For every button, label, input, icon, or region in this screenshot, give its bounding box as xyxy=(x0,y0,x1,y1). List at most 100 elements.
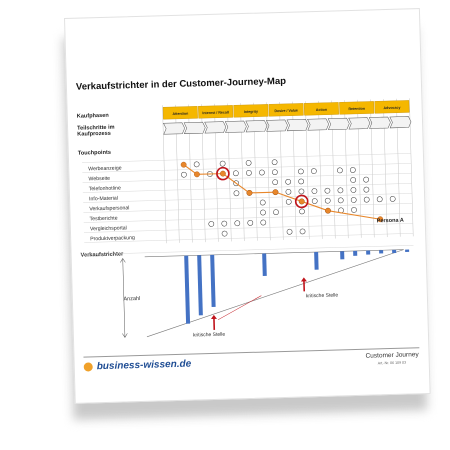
phase-label: Desire / Value xyxy=(274,109,297,114)
touchpoint-dot xyxy=(337,197,344,204)
funnel-bar xyxy=(353,250,358,256)
process-step-chevron xyxy=(163,122,185,135)
persona-touchpoint xyxy=(325,207,331,214)
process-step-chevron xyxy=(348,117,371,130)
funnel-axis-label: Anzahl xyxy=(123,296,140,302)
touchpoint-dot xyxy=(208,221,215,227)
touchpoint-dot xyxy=(260,219,267,226)
process-step-chevron xyxy=(183,121,206,134)
funnel-axis-arrow-icon xyxy=(122,333,128,338)
process-step-chevron xyxy=(368,116,391,129)
touchpoint-dot xyxy=(299,228,306,235)
funnel-bar xyxy=(366,250,371,255)
phase-box xyxy=(233,104,269,118)
touchpoint-dot xyxy=(285,188,292,195)
touchpoint-dot xyxy=(234,220,241,227)
funnel-bar xyxy=(340,251,345,260)
funnel-bar xyxy=(405,249,410,252)
touchpoint-dot xyxy=(350,177,356,183)
touchpoint-dot xyxy=(259,199,266,206)
persona-touchpoint xyxy=(298,198,305,205)
phase-label: Advocacy xyxy=(383,106,400,110)
touchpoint-dot xyxy=(273,209,279,216)
process-step-chevron xyxy=(389,116,412,129)
persona-touchpoint xyxy=(180,161,187,168)
persona-touchpoint xyxy=(220,170,226,177)
phase-label: Action xyxy=(316,108,327,112)
phase-box xyxy=(339,101,375,115)
touchpoint-dot xyxy=(299,208,305,215)
document-page: Verkaufstrichter in der Customer-Journey… xyxy=(64,8,431,404)
process-step-chevron xyxy=(224,120,247,133)
process-step-chevron xyxy=(307,118,330,131)
phase-label: Attention xyxy=(172,112,188,116)
touchpoint-dot xyxy=(271,159,278,166)
persona-touchpoint xyxy=(377,216,384,223)
process-step-chevron xyxy=(327,117,350,130)
touchpoint-dot xyxy=(285,198,292,205)
touchpoint-dot xyxy=(259,169,265,176)
phase-label: Integrity xyxy=(244,110,258,114)
critical-point-label-left: kritische Stelle xyxy=(193,332,226,339)
touchpoint-dot xyxy=(260,209,266,216)
touchpoint-dot xyxy=(298,188,305,195)
grid-line xyxy=(82,163,412,173)
critical-point-marker xyxy=(294,194,309,209)
brand-name: business-wissen.de xyxy=(96,358,192,372)
touchpoint-dot xyxy=(272,169,278,176)
persona-label: Persona A xyxy=(377,218,404,225)
funnel-bar xyxy=(314,251,319,270)
touchpoint-dot xyxy=(298,178,305,185)
touchpoint-dot xyxy=(337,167,343,174)
phase-label: Interest / Recall xyxy=(202,110,229,115)
touchpoint-dot xyxy=(311,168,317,174)
funnel-bottom-edge xyxy=(146,249,404,338)
phase-label: Retention xyxy=(348,107,365,111)
process-step-chevron xyxy=(286,119,309,132)
persona-touchpoint xyxy=(246,189,253,196)
persona-touchpoint xyxy=(194,171,200,178)
touchpoint-dot xyxy=(221,220,228,227)
touchpoint-dot xyxy=(285,178,292,185)
touchpoint-dot xyxy=(219,160,226,167)
brand-logo: business-wissen.de xyxy=(83,357,192,374)
grid-line xyxy=(82,173,412,183)
funnel-top-edge xyxy=(144,249,404,258)
touchpoint-dot xyxy=(350,187,357,193)
process-step-chevron xyxy=(245,120,268,133)
critical-connector-line xyxy=(217,295,262,321)
touchpoint-dot xyxy=(350,167,356,173)
critical-arrow-icon xyxy=(210,314,217,320)
touchpoint-dot xyxy=(311,198,318,204)
funnel-axis xyxy=(122,259,126,338)
footer-article-number: Art.-Nr. 06 109 03 xyxy=(377,360,407,366)
phase-box xyxy=(374,100,410,114)
grid-line xyxy=(84,233,414,243)
grid-line xyxy=(83,213,413,223)
touchpoint-dot xyxy=(389,196,396,202)
touchpoint-dot xyxy=(376,196,383,203)
critical-point-marker xyxy=(216,166,230,181)
funnel-bar xyxy=(184,255,191,324)
touchpoint-dot xyxy=(286,228,293,235)
grid-line xyxy=(83,203,413,213)
touchpoint-dot xyxy=(337,187,344,194)
funnel-bar xyxy=(210,254,216,307)
touchpoint-dot xyxy=(324,197,331,204)
touchpoint-dot xyxy=(245,160,252,166)
grid-line xyxy=(83,193,413,203)
touchpoint-dot xyxy=(247,220,254,226)
touchpoint-dot xyxy=(363,196,370,203)
touchpoint-dot xyxy=(363,176,369,183)
grid-line xyxy=(82,153,411,163)
funnel-bar xyxy=(262,253,267,276)
grid-line xyxy=(83,223,413,233)
phase-box xyxy=(268,103,304,117)
funnel-bar xyxy=(379,250,384,254)
touchpoint-dot xyxy=(181,171,187,178)
phase-box xyxy=(162,106,198,120)
touchpoint-dot xyxy=(324,187,331,194)
journey-grid: Attention Interest / Recall Integrity Desir… xyxy=(80,98,414,339)
persona-touchpoint xyxy=(272,189,279,196)
funnel-axis-arrow-icon xyxy=(120,257,126,263)
